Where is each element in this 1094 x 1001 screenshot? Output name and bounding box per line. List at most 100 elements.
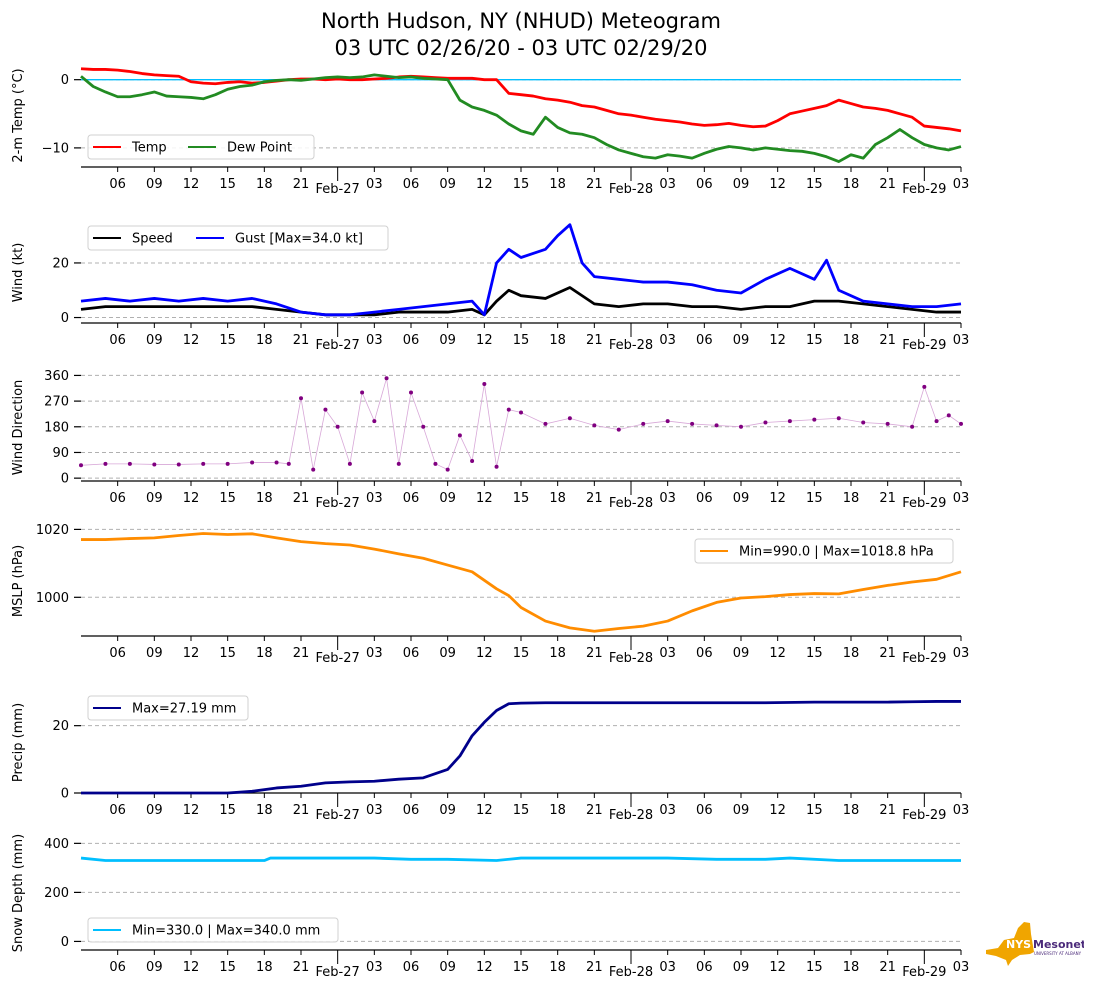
- x-tick-label: 21: [586, 333, 603, 348]
- x-tick-label: 18: [256, 960, 273, 975]
- panel-1: 0 20 06 09 12 15 18 21 03 06 09 12 15 18 21 03 06 09 12 15 1…: [11, 223, 969, 353]
- x-day-label: Feb-29: [902, 965, 946, 980]
- y-tick-label: 0: [61, 472, 69, 487]
- x-tick-label: 09: [146, 646, 163, 661]
- x-tick-label: 03: [659, 333, 676, 348]
- x-tick-label: 15: [219, 960, 236, 975]
- x-tick-label: 06: [696, 491, 713, 506]
- x-tick-label: 09: [733, 960, 750, 975]
- x-tick-label: 15: [513, 177, 530, 192]
- data-point: [421, 424, 426, 429]
- x-tick-label: 12: [476, 803, 493, 818]
- x-tick-label: 21: [879, 646, 896, 661]
- x-day-label: Feb-28: [609, 651, 653, 666]
- legend-label: Speed: [132, 232, 173, 247]
- x-tick-label: 21: [586, 177, 603, 192]
- x-tick-label: 18: [843, 491, 860, 506]
- x-tick-label: 09: [733, 646, 750, 661]
- data-point: [690, 421, 695, 426]
- y-tick-label: 400: [44, 837, 69, 852]
- y-tick-label: 0: [61, 311, 69, 326]
- x-day-label: Feb-27: [316, 182, 360, 197]
- series-connector: [80, 378, 962, 471]
- x-tick-label: 15: [219, 491, 236, 506]
- x-tick-label: 09: [146, 177, 163, 192]
- data-point: [445, 467, 450, 472]
- data-point: [201, 461, 206, 466]
- x-tick-label: 03: [953, 960, 970, 975]
- data-point: [347, 461, 352, 466]
- x-tick-label: 03: [366, 803, 383, 818]
- x-tick-label: 18: [256, 646, 273, 661]
- data-point: [79, 463, 83, 468]
- x-tick-label: 21: [293, 960, 310, 975]
- data-point: [433, 461, 438, 466]
- x-tick-label: 03: [366, 333, 383, 348]
- y-tick-label: 200: [44, 886, 69, 901]
- x-tick-label: 21: [879, 960, 896, 975]
- x-tick-label: 21: [293, 803, 310, 818]
- series-line-temp: [80, 67, 962, 133]
- series-line-gust-max-34-0-kt: [80, 223, 962, 317]
- x-tick-label: 21: [293, 491, 310, 506]
- data-point: [959, 421, 963, 426]
- y-axis-label: Snow Depth (mm): [11, 834, 26, 952]
- x-tick-label: 21: [879, 803, 896, 818]
- x-tick-label: 18: [549, 177, 566, 192]
- x-tick-label: 03: [953, 803, 970, 818]
- x-tick-label: 09: [439, 177, 456, 192]
- x-tick-label: 21: [586, 960, 603, 975]
- data-point: [103, 461, 108, 466]
- x-day-label: Feb-28: [609, 182, 653, 197]
- x-day-label: Feb-27: [316, 965, 360, 980]
- data-point: [506, 407, 511, 412]
- data-point: [152, 462, 157, 467]
- series-line-min-990-0-max-1018-8-hpa: [81, 532, 962, 633]
- x-tick-label: 18: [843, 803, 860, 818]
- data-point: [335, 424, 340, 429]
- y-axis-label: MSLP (hPa): [11, 545, 26, 617]
- data-point: [482, 381, 487, 386]
- x-tick-label: 12: [769, 491, 786, 506]
- x-tick-label: 18: [549, 646, 566, 661]
- x-tick-label: 21: [586, 491, 603, 506]
- data-point: [250, 460, 255, 465]
- x-tick-label: 06: [109, 646, 126, 661]
- data-point: [836, 416, 841, 421]
- x-tick-label: 18: [549, 960, 566, 975]
- x-tick-label: 21: [586, 646, 603, 661]
- x-tick-label: 18: [549, 803, 566, 818]
- legend-label: Gust [Max=34.0 kt]: [235, 232, 363, 247]
- data-point: [274, 460, 279, 465]
- y-axis-label: Wind Direction: [11, 380, 26, 476]
- x-day-label: Feb-28: [609, 496, 653, 511]
- legend: Temp Dew Point: [87, 134, 315, 160]
- x-tick-label: 18: [549, 333, 566, 348]
- x-tick-label: 21: [879, 491, 896, 506]
- x-day-label: Feb-27: [316, 808, 360, 823]
- x-tick-label: 12: [476, 491, 493, 506]
- data-point: [641, 421, 646, 426]
- x-tick-label: 18: [256, 491, 273, 506]
- x-tick-label: 12: [183, 333, 200, 348]
- x-day-label: Feb-28: [609, 338, 653, 353]
- data-point: [384, 376, 389, 381]
- x-tick-label: 06: [403, 333, 420, 348]
- x-tick-label: 18: [843, 333, 860, 348]
- data-point: [323, 407, 328, 412]
- x-tick-label: 18: [256, 333, 273, 348]
- x-tick-label: 15: [219, 333, 236, 348]
- x-tick-label: 12: [183, 646, 200, 661]
- x-tick-label: 12: [476, 333, 493, 348]
- x-tick-label: 15: [513, 491, 530, 506]
- x-tick-label: 12: [476, 960, 493, 975]
- x-tick-label: 03: [953, 646, 970, 661]
- data-point: [665, 419, 670, 424]
- x-tick-label: 09: [146, 333, 163, 348]
- data-point: [934, 419, 939, 424]
- data-point: [396, 461, 401, 466]
- x-tick-label: 06: [696, 333, 713, 348]
- series-line-dew-point: [80, 73, 962, 163]
- data-point: [787, 419, 792, 424]
